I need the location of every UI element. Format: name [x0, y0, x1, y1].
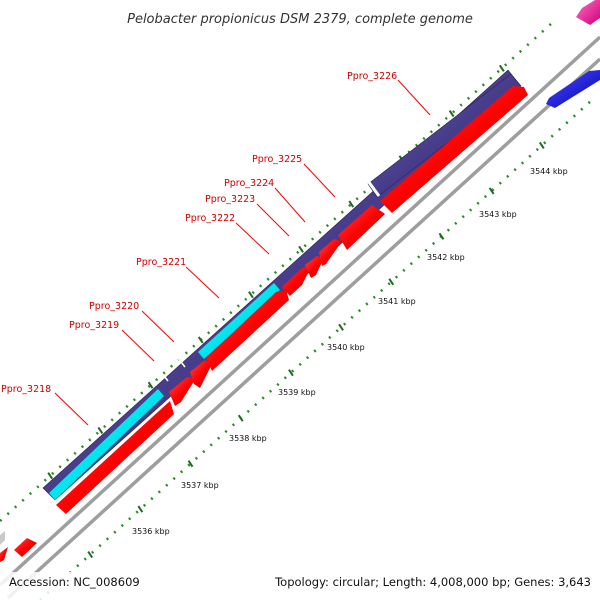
backbone-inner — [6, 57, 600, 600]
footer-bar — [0, 572, 600, 600]
cds-ppro-3222[interactable] — [282, 265, 312, 296]
cds-ppro-3223[interactable] — [305, 256, 324, 278]
major-tick — [338, 323, 344, 331]
gene-label-ppro-3224[interactable]: Ppro_3224 — [224, 178, 274, 189]
major-tick — [438, 232, 445, 240]
cds-ppro-3220[interactable] — [190, 360, 212, 388]
major-tick — [298, 245, 304, 253]
gene-track-gap — [156, 366, 169, 382]
major-tick — [197, 336, 204, 344]
gene-label-ppro-3223[interactable]: Ppro_3223 — [205, 194, 255, 205]
outer-tick-ring — [0, 22, 553, 522]
cds-ppro-3225[interactable] — [338, 205, 385, 250]
kbp-tick-label: 3540 kbp — [327, 343, 365, 352]
kbp-tick-label: 3543 kbp — [479, 210, 517, 219]
accession-text: Accession: NC_008609 — [9, 575, 140, 589]
gene-label-ppro-3222[interactable]: Ppro_3222 — [185, 213, 235, 224]
gene-track-short[interactable] — [367, 73, 522, 198]
major-tick — [87, 550, 94, 559]
major-tick — [137, 505, 144, 513]
label-leader — [303, 163, 336, 198]
cds-feature-left[interactable] — [14, 538, 37, 557]
label-leader — [141, 310, 175, 343]
major-tick — [237, 414, 244, 422]
cds-ppro-3219[interactable] — [169, 377, 196, 406]
cds-feature-left[interactable] — [0, 531, 5, 545]
kbp-tick-label: 3538 kbp — [229, 434, 267, 443]
cds-ppro-3221[interactable] — [206, 290, 289, 371]
gene-label-ppro-3220[interactable]: Ppro_3220 — [89, 301, 139, 312]
major-tick — [47, 472, 54, 480]
label-leader — [274, 187, 306, 223]
gene-label-ppro-3226[interactable]: Ppro_3226 — [347, 71, 397, 82]
label-leader — [235, 222, 270, 255]
major-tick — [187, 460, 194, 468]
kbp-tick-label: 3544 kbp — [530, 167, 568, 176]
major-tick — [348, 200, 355, 208]
major-tick — [488, 187, 495, 195]
outer-major-ticks — [47, 64, 505, 480]
label-leader — [185, 266, 220, 299]
major-tick — [388, 278, 395, 286]
gene-label-ppro-3218[interactable]: Ppro_3218 — [1, 384, 51, 395]
major-tick — [147, 381, 154, 389]
label-leader — [54, 392, 89, 426]
label-leader — [121, 329, 155, 362]
genome-summary-text: Topology: circular; Length: 4,008,000 bp… — [274, 575, 591, 589]
gene-label-ppro-3219[interactable]: Ppro_3219 — [69, 320, 119, 331]
major-tick — [248, 291, 254, 299]
cds-ppro-3226[interactable] — [380, 86, 528, 213]
kbp-tick-label: 3542 kbp — [427, 253, 465, 262]
major-tick — [288, 369, 294, 377]
cds-ppro-3224[interactable] — [319, 239, 342, 266]
gene-feature-pink[interactable] — [576, 0, 600, 25]
gene-track-gap — [173, 352, 186, 368]
inner-major-ticks — [87, 141, 545, 559]
cds-ppro-3218[interactable] — [56, 401, 174, 514]
kbp-tick-label: 3536 kbp — [132, 527, 170, 536]
label-leader — [397, 79, 431, 116]
major-tick — [498, 64, 505, 72]
gene-highlight-cyan[interactable] — [49, 389, 164, 500]
major-tick — [538, 141, 545, 150]
gene-label-ppro-3225[interactable]: Ppro_3225 — [252, 154, 302, 165]
gene-feature-blue[interactable] — [546, 70, 600, 108]
backbone-outer — [0, 35, 600, 587]
kbp-tick-label: 3539 kbp — [278, 388, 316, 397]
cds-feature-left[interactable] — [0, 547, 8, 562]
major-tick — [97, 426, 104, 435]
gene-label-ppro-3221[interactable]: Ppro_3221 — [136, 257, 186, 268]
gene-highlight-cyan[interactable] — [198, 283, 280, 359]
map-title: Pelobacter propionicus DSM 2379, complet… — [127, 12, 473, 27]
gene-track-gap — [366, 180, 381, 197]
kbp-tick-label: 3541 kbp — [378, 297, 416, 306]
kbp-tick-label: 3537 kbp — [181, 481, 219, 490]
inner-tick-ring — [39, 99, 593, 600]
major-tick — [448, 109, 455, 118]
label-leader — [256, 203, 290, 237]
